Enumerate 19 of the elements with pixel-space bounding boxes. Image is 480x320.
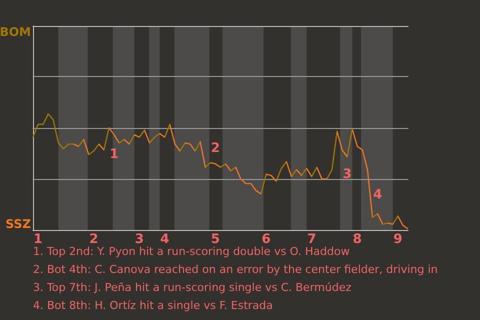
annotation: 1 [110,147,119,162]
text: 4. Bot 8th: H. Ortíz hit a single vs F. Estrada [33,299,273,312]
text: 3. Top 7th: J. Peña hit a run-scoring single vs C. Bermúdez [33,281,352,294]
annotation: 2 [210,141,220,156]
x-tick-label: 4 [160,232,170,247]
text: 2. Bot 4th: C. Canova reached on an error by the center fielder, driving in [33,263,438,276]
annotation: 4 [373,188,382,203]
text: 1. Top 2nd: Y. Pyon hit a run-scoring double vs O. Haddow [33,245,350,258]
x-tick-label: 2 [89,232,98,247]
x-tick-label: 5 [210,232,220,247]
x-tick-label: 3 [134,232,144,247]
x-tick-label: 1 [34,232,43,247]
text: BOM [0,25,31,39]
annotation: 3 [342,166,352,182]
x-tick-label: 8 [352,232,362,247]
x-tick-label: 6 [262,232,271,247]
text: SSZ [6,217,32,231]
x-tick-label: 7 [307,232,316,247]
x-tick-label: 9 [393,232,402,247]
